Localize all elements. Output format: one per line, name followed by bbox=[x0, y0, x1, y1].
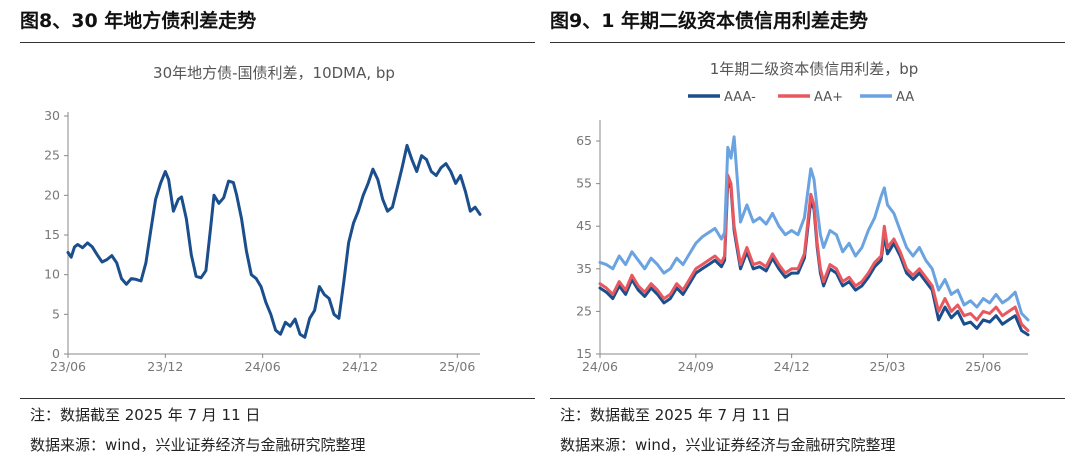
y-tick-label: 45 bbox=[576, 218, 592, 233]
x-tick-label: 24/12 bbox=[774, 359, 810, 374]
y-tick-label: 20 bbox=[44, 187, 60, 202]
x-tick-label: 25/03 bbox=[869, 359, 905, 374]
legend-label: AAA- bbox=[724, 90, 756, 105]
data-cutoff-note: 注：数据截至 2025 年 7 月 11 日 bbox=[560, 406, 791, 424]
legend-label: AA bbox=[896, 90, 914, 105]
y-tick-label: 0 bbox=[52, 346, 60, 361]
x-tick-label: 25/06 bbox=[965, 359, 1001, 374]
x-tick-label: 25/06 bbox=[439, 359, 475, 374]
x-tick-label: 23/06 bbox=[50, 359, 86, 374]
y-tick-label: 65 bbox=[576, 133, 592, 148]
x-tick-label: 24/06 bbox=[582, 359, 618, 374]
y-tick-label: 5 bbox=[52, 306, 60, 321]
right-panel: 图9、1 年期二级资本债信用利差走势 1年期二级资本债信用利差，bp 15 25 35… bbox=[550, 0, 1065, 471]
y-tick-label: 10 bbox=[44, 267, 60, 282]
figure-heading: 图8、30 年地方债利差走势 bbox=[20, 10, 257, 32]
y-tick-label: 35 bbox=[576, 261, 592, 276]
data-source-note: 数据来源：wind，兴业证券经济与金融研究院整理 bbox=[560, 436, 896, 454]
series-line-AA+ bbox=[598, 173, 1030, 333]
data-source-note: 数据来源：wind，兴业证券经济与金融研究院整理 bbox=[30, 436, 366, 454]
series-line-AA bbox=[598, 135, 1030, 322]
chart-1y-tier2-credit-spread: 1年期二级资本债信用利差，bp 15 25 35 45 55 65 24/06 24/09 24/… bbox=[576, 60, 1030, 374]
figure-heading: 图9、1 年期二级资本债信用利差走势 bbox=[550, 10, 869, 32]
x-tick-label: 24/06 bbox=[245, 359, 281, 374]
footer-rule bbox=[550, 398, 1065, 399]
x-tick-label: 24/09 bbox=[678, 359, 714, 374]
x-tick-label: 24/12 bbox=[342, 359, 378, 374]
y-tick-label: 15 bbox=[576, 346, 592, 361]
left-panel: 图8、30 年地方债利差走势 30年地方债-国债利差，10DMA, bp 0 5 10… bbox=[20, 0, 535, 471]
chart-title: 1年期二级资本债信用利差，bp bbox=[710, 60, 919, 78]
heading-rule bbox=[20, 42, 535, 43]
footer-rule bbox=[20, 398, 535, 399]
x-tick-label: 23/12 bbox=[147, 359, 183, 374]
y-tick-label: 55 bbox=[576, 176, 592, 191]
chart-30y-local-bond-spread: 30年地方债-国债利差，10DMA, bp 0 5 10 15 20 25 30 23/06 23… bbox=[44, 64, 482, 374]
series-line-30年地方债-国债利差 bbox=[66, 143, 482, 339]
y-tick-label: 25 bbox=[576, 303, 592, 318]
data-cutoff-note: 注：数据截至 2025 年 7 月 11 日 bbox=[30, 406, 261, 424]
y-tick-label: 30 bbox=[44, 108, 60, 123]
chart-title: 30年地方债-国债利差，10DMA, bp bbox=[153, 64, 395, 82]
legend-label: AA+ bbox=[814, 90, 843, 105]
heading-rule bbox=[550, 42, 1065, 43]
y-tick-label: 25 bbox=[44, 148, 60, 163]
y-tick-label: 15 bbox=[44, 227, 60, 242]
